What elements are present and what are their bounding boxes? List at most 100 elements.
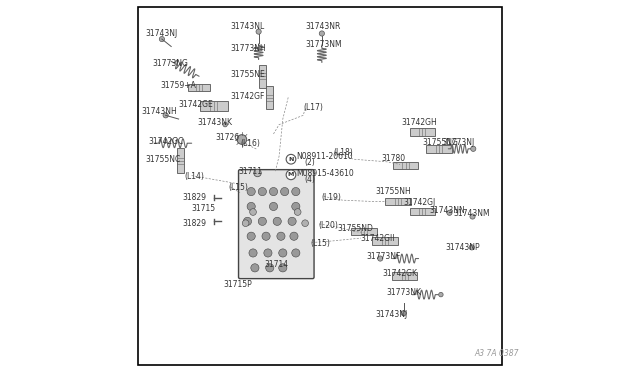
Text: 31711: 31711 [238, 167, 262, 176]
Text: (L18): (L18) [333, 148, 353, 157]
Polygon shape [372, 237, 397, 245]
Circle shape [277, 232, 285, 240]
Text: 31743NJ: 31743NJ [375, 310, 407, 319]
Polygon shape [393, 162, 418, 169]
Text: A3 7A 0387: A3 7A 0387 [474, 349, 519, 358]
Text: 31743NK: 31743NK [197, 118, 232, 127]
Text: (4): (4) [305, 175, 316, 184]
Text: 31742GE: 31742GE [179, 100, 213, 109]
Circle shape [247, 187, 255, 196]
Circle shape [438, 292, 443, 297]
Polygon shape [392, 272, 417, 280]
Text: N08911-20610: N08911-20610 [296, 153, 353, 161]
Text: 31759+A: 31759+A [160, 81, 196, 90]
Circle shape [254, 169, 261, 177]
Circle shape [250, 209, 257, 215]
Text: 31755NH: 31755NH [375, 187, 411, 196]
Text: M08915-43610: M08915-43610 [296, 169, 353, 178]
Circle shape [259, 217, 266, 225]
Circle shape [294, 209, 301, 215]
Circle shape [262, 232, 270, 240]
Circle shape [286, 170, 296, 180]
Polygon shape [177, 148, 184, 173]
Text: (L15): (L15) [310, 239, 331, 248]
Circle shape [269, 187, 278, 196]
Circle shape [264, 249, 272, 257]
Circle shape [280, 187, 289, 196]
Circle shape [302, 220, 308, 227]
Polygon shape [259, 65, 266, 88]
Circle shape [378, 256, 383, 261]
Circle shape [256, 29, 261, 34]
Text: 31829: 31829 [182, 193, 206, 202]
Text: 31773NJ: 31773NJ [442, 138, 474, 147]
Circle shape [243, 217, 252, 225]
Text: 31742GF: 31742GF [231, 92, 265, 101]
Polygon shape [188, 84, 210, 91]
Circle shape [243, 220, 249, 227]
Circle shape [223, 122, 227, 127]
Circle shape [251, 264, 259, 272]
Circle shape [401, 311, 406, 316]
Text: 31755NE: 31755NE [231, 70, 266, 79]
Text: 31742GC: 31742GC [149, 137, 184, 146]
Text: 31715P: 31715P [223, 280, 252, 289]
Text: 31773NH: 31773NH [231, 44, 266, 53]
Text: (L19): (L19) [322, 193, 342, 202]
Text: (L16): (L16) [240, 139, 260, 148]
Polygon shape [410, 128, 435, 136]
Text: 31742GH: 31742GH [402, 118, 438, 127]
Polygon shape [351, 228, 376, 235]
Circle shape [259, 187, 266, 196]
Text: 31742GII: 31742GII [360, 234, 395, 243]
Circle shape [286, 154, 296, 164]
Polygon shape [426, 145, 452, 153]
Text: 31743NN: 31743NN [429, 206, 465, 215]
Text: 31743NH: 31743NH [141, 107, 177, 116]
Circle shape [247, 202, 255, 211]
Text: (L15): (L15) [229, 183, 249, 192]
Text: (L17): (L17) [303, 103, 323, 112]
Circle shape [292, 187, 300, 196]
Circle shape [237, 135, 246, 144]
Text: M: M [288, 172, 294, 177]
Circle shape [292, 202, 300, 211]
Text: 31743NM: 31743NM [453, 209, 490, 218]
Circle shape [273, 217, 282, 225]
Text: 31743NJ: 31743NJ [145, 29, 177, 38]
Text: (L14): (L14) [184, 172, 204, 181]
FancyBboxPatch shape [239, 170, 314, 279]
Text: N: N [288, 157, 294, 162]
Circle shape [249, 249, 257, 257]
Text: 31755NC: 31755NC [145, 155, 180, 164]
Text: 31773NM: 31773NM [305, 40, 342, 49]
Text: (L20): (L20) [318, 221, 338, 230]
Text: 31714: 31714 [264, 260, 289, 269]
Circle shape [247, 232, 255, 240]
Circle shape [447, 210, 452, 215]
Polygon shape [266, 86, 273, 109]
Circle shape [292, 249, 300, 257]
Text: 31743NR: 31743NR [305, 22, 340, 31]
Circle shape [470, 214, 475, 219]
Circle shape [319, 31, 324, 36]
Circle shape [470, 146, 476, 151]
Text: 31715: 31715 [191, 204, 216, 213]
Polygon shape [385, 198, 411, 205]
Circle shape [278, 249, 287, 257]
Circle shape [269, 202, 278, 211]
Circle shape [163, 113, 168, 118]
Text: 31726: 31726 [216, 133, 240, 142]
Circle shape [266, 264, 274, 272]
Text: 31829: 31829 [182, 219, 206, 228]
Text: 31755ND: 31755ND [338, 224, 374, 233]
Text: 31743NL: 31743NL [231, 22, 265, 31]
Text: 31755NG: 31755NG [422, 138, 458, 147]
Circle shape [278, 264, 287, 272]
Circle shape [469, 245, 474, 250]
Text: 31780: 31780 [381, 154, 406, 163]
Text: 31773NK: 31773NK [386, 288, 421, 296]
Polygon shape [410, 208, 435, 215]
Text: 31742GK: 31742GK [383, 269, 417, 278]
Circle shape [290, 232, 298, 240]
